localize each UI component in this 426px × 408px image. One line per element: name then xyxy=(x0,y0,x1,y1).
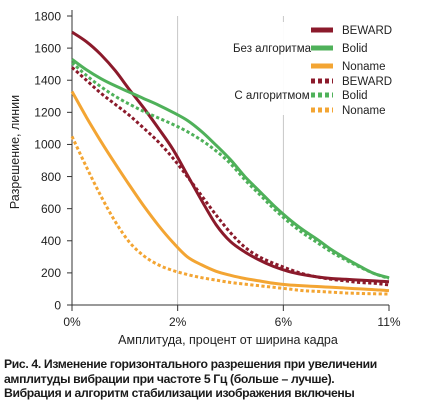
axes: 0% 2% 6% 11% 0 200 400 600 800 1000 1200 1400 1600 18… xyxy=(34,9,401,329)
y-tick-label: 200 xyxy=(41,266,61,280)
caption-line-2: амплитуды вибрации при частоте 5 Гц (бол… xyxy=(4,371,335,386)
caption-line-1: Рис. 4. Изменение горизонтального разреш… xyxy=(4,357,377,371)
legend-label-beward: BEWARD xyxy=(342,76,392,88)
figure-caption: Рис. 4. Изменение горизонтального разреш… xyxy=(4,357,422,401)
x-tick-label: 0% xyxy=(63,315,81,329)
series-group xyxy=(70,30,390,296)
y-tick-label: 600 xyxy=(41,202,61,216)
y-tick-label: 0 xyxy=(54,298,61,312)
y-tick-label: 1400 xyxy=(34,74,61,88)
x-axis-label: Амплитуда, процент от ширина кадра xyxy=(118,333,338,347)
legend-label-beward: BEWARD xyxy=(342,25,392,37)
y-tick-label: 1000 xyxy=(34,138,61,152)
series-line-no-algo-bolid xyxy=(71,58,390,280)
x-tick-label: 11% xyxy=(377,315,400,329)
y-tick-label: 1600 xyxy=(34,41,61,55)
caption-line-3: Вибрация и алгоритм стабилизации изображ… xyxy=(4,386,355,400)
legend-group-title: С алгоритмом xyxy=(234,90,309,102)
legend-label-noname: Noname xyxy=(342,61,385,73)
y-tick-label: 1800 xyxy=(34,9,61,23)
y-tick-label: 800 xyxy=(41,170,61,184)
legend-label-bolid: Bolid xyxy=(342,90,368,102)
legend-group-title: Без алгоритма xyxy=(233,43,312,55)
legend: Без алгоритма BEWARD Bolid Noname С алгоритм… xyxy=(227,22,392,117)
resolution-chart: 0% 2% 6% 11% 0 200 400 600 800 1000 1200 1400 1600 18… xyxy=(8,9,401,347)
x-tick-label: 6% xyxy=(275,315,293,329)
legend-label-noname: Noname xyxy=(342,105,385,117)
x-tick-label: 2% xyxy=(169,315,187,329)
series-line-with-algo-beward xyxy=(71,66,390,287)
legend-label-bolid: Bolid xyxy=(342,43,368,55)
y-tick-label: 1200 xyxy=(34,106,61,120)
series-line-no-algo-noname xyxy=(70,90,390,293)
y-axis-label: Разрешение, линии xyxy=(8,95,22,209)
legend-background xyxy=(227,22,390,115)
y-tick-label: 400 xyxy=(41,234,61,248)
series-line-with-algo-noname xyxy=(70,135,390,296)
